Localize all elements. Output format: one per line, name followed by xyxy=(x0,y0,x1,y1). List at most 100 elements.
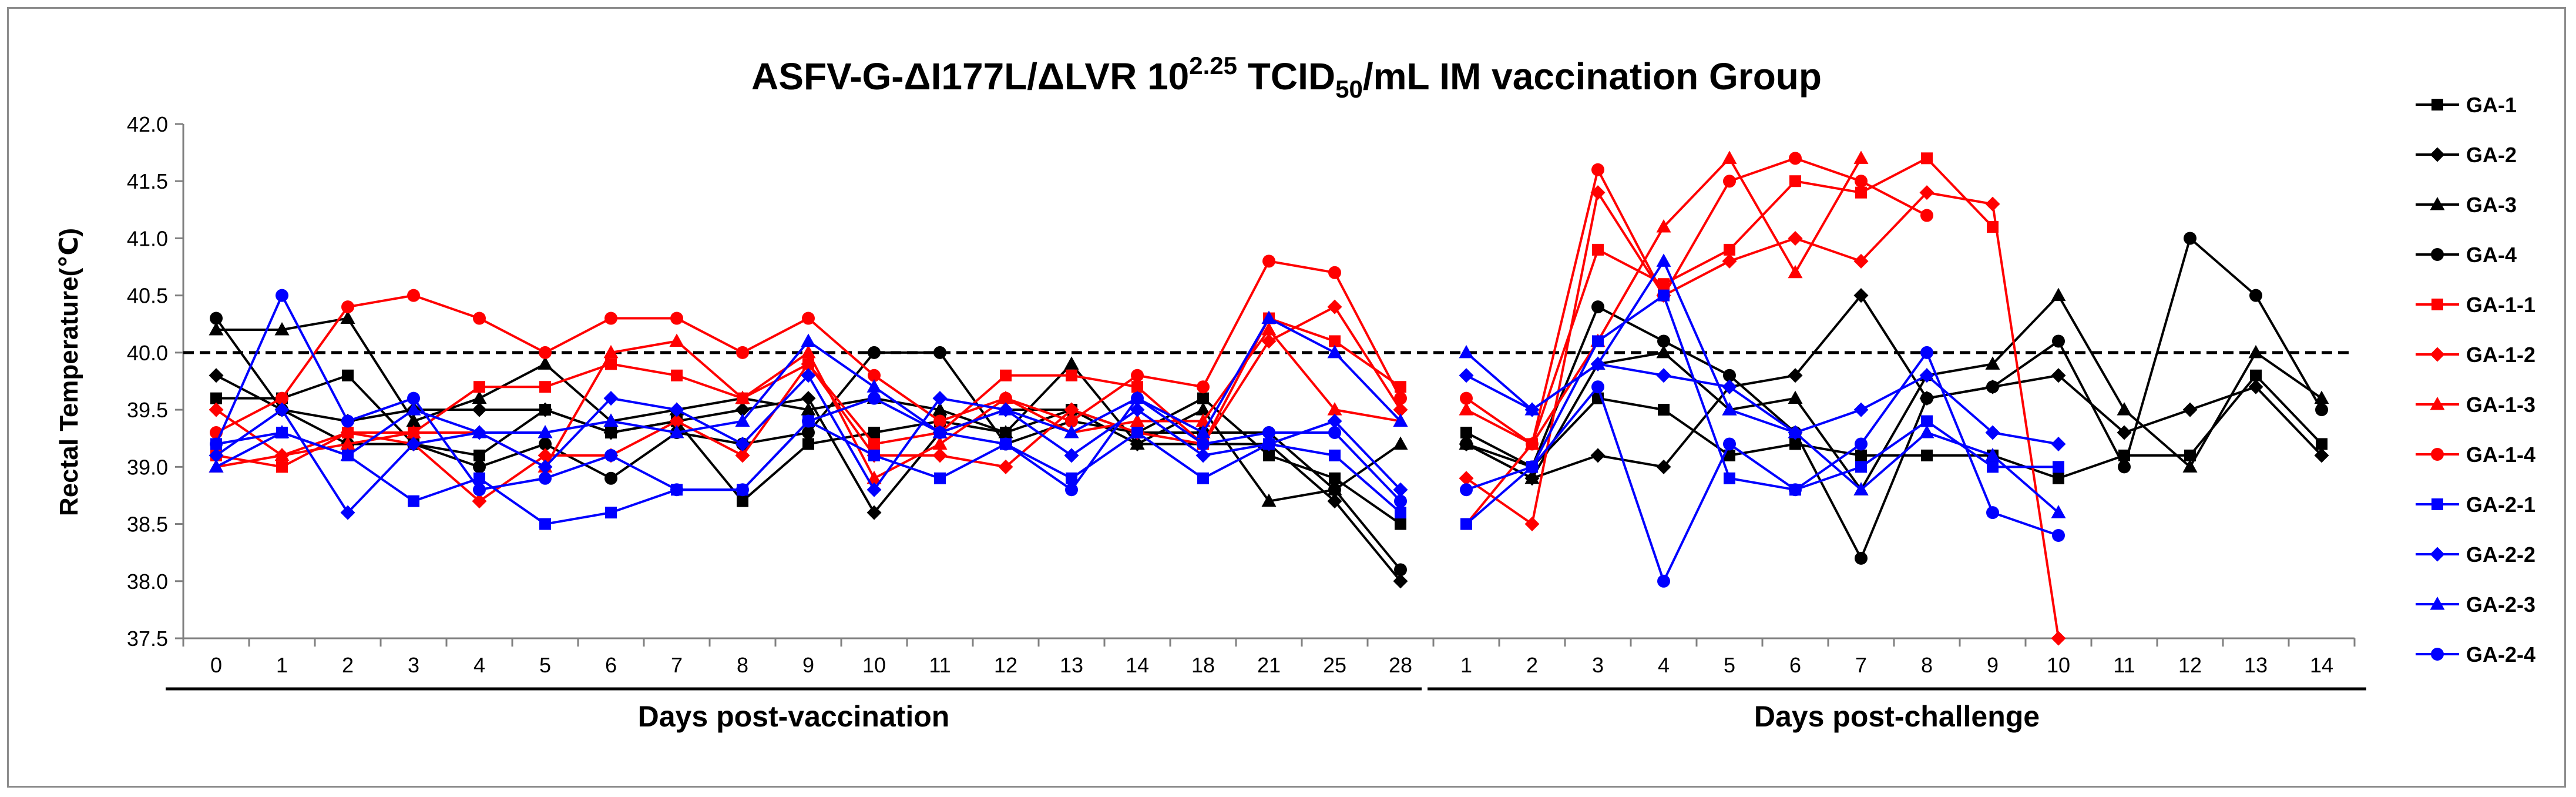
data-point xyxy=(1855,449,1867,461)
data-point xyxy=(1658,289,1670,302)
data-point xyxy=(1723,369,1736,382)
data-point xyxy=(735,448,750,463)
data-point xyxy=(1591,380,1604,394)
data-point xyxy=(209,459,224,473)
data-point xyxy=(1524,402,1540,416)
data-point xyxy=(1656,368,1671,383)
data-point xyxy=(473,460,486,474)
data-point xyxy=(603,425,619,440)
data-point xyxy=(736,483,749,497)
data-point xyxy=(1459,402,1474,416)
y-tick-label: 42.0 xyxy=(127,112,168,136)
data-point xyxy=(1722,150,1737,164)
data-point xyxy=(1985,425,2000,440)
data-point xyxy=(2316,438,2328,450)
x-tick-label: 1 xyxy=(1460,653,1472,677)
data-point xyxy=(1789,152,1802,165)
x-tick-label: 1 xyxy=(276,653,288,677)
chart-title-subscript: 50 xyxy=(1335,75,1363,103)
data-point xyxy=(1920,346,1933,359)
data-point xyxy=(866,470,882,484)
data-point xyxy=(407,289,420,302)
data-point xyxy=(1656,459,1671,474)
data-point xyxy=(274,322,290,336)
series-layer xyxy=(209,150,2329,646)
data-point xyxy=(2250,369,2262,381)
data-point xyxy=(1064,356,1079,370)
data-point xyxy=(1853,482,1869,495)
data-point xyxy=(1656,344,1671,359)
data-point xyxy=(802,426,815,439)
data-point xyxy=(1788,390,1803,404)
data-point xyxy=(1066,472,1077,484)
legend-item: GA-1 xyxy=(2416,93,2517,117)
data-point xyxy=(1986,506,1999,520)
x-tick-label: 21 xyxy=(1257,653,1281,677)
data-point xyxy=(406,436,421,451)
data-point xyxy=(274,447,290,461)
data-point xyxy=(2053,472,2064,484)
data-point xyxy=(1195,425,1211,438)
legend-label: GA-1-3 xyxy=(2466,393,2535,417)
data-point xyxy=(1789,438,1801,450)
x-tick-label: 10 xyxy=(862,653,886,677)
data-point xyxy=(1327,494,1342,509)
data-point xyxy=(604,312,617,325)
x-tick-label: 28 xyxy=(1389,653,1412,677)
data-point xyxy=(998,402,1013,416)
chart-title: ASFV-G-ΔI177L/ΔLVR 102.25 TCID50/mL IM v… xyxy=(751,52,1822,103)
data-point xyxy=(604,471,617,485)
data-point xyxy=(210,437,223,451)
data-point xyxy=(1393,402,1408,417)
data-point xyxy=(472,425,487,438)
legend-item: GA-1-1 xyxy=(2416,293,2535,317)
data-point xyxy=(1591,300,1604,314)
legend-label: GA-2-2 xyxy=(2466,543,2535,567)
series-ga-4 xyxy=(210,232,2328,577)
legend-marker xyxy=(2430,197,2445,210)
data-point xyxy=(2182,459,2198,473)
data-point xyxy=(998,459,1013,474)
data-point xyxy=(2052,334,2065,348)
data-point xyxy=(1065,483,1078,497)
data-point xyxy=(1328,483,1341,497)
data-point xyxy=(1329,449,1341,461)
data-point xyxy=(406,402,421,416)
data-point xyxy=(1788,264,1803,279)
data-point xyxy=(1920,209,1933,222)
x-tick-label: 2 xyxy=(342,653,354,677)
data-point xyxy=(1853,402,1869,417)
data-point xyxy=(1590,448,1606,463)
data-point xyxy=(209,402,224,417)
data-point xyxy=(1987,461,1999,473)
data-point xyxy=(340,436,355,450)
data-point xyxy=(1065,414,1078,428)
data-point xyxy=(1395,518,1406,530)
data-point xyxy=(671,369,683,381)
data-point xyxy=(999,391,1012,405)
data-point xyxy=(2182,402,2198,417)
y-tick-label: 40.5 xyxy=(127,284,168,308)
legend-marker xyxy=(2430,347,2445,362)
y-tick-label: 40.0 xyxy=(127,341,168,365)
x-tick-label: 8 xyxy=(737,653,748,677)
data-point xyxy=(2249,289,2262,302)
data-point xyxy=(605,358,617,370)
y-tick-label: 39.0 xyxy=(127,455,168,479)
data-point xyxy=(1261,322,1277,336)
plot-area: 37.5 38.0 38.5 39.0 39.5 40.0 40.5 41.0 41.5 42.0… xyxy=(127,112,2366,733)
data-point xyxy=(2314,390,2329,404)
data-point xyxy=(1261,493,1277,507)
data-point xyxy=(407,391,420,405)
data-point xyxy=(802,312,815,325)
x-tick-label: 9 xyxy=(1987,653,1999,677)
data-point xyxy=(1130,436,1145,450)
data-point xyxy=(340,425,355,440)
series-line xyxy=(1465,189,2060,639)
data-point xyxy=(1329,335,1341,347)
data-point xyxy=(1920,391,1933,405)
legend-label: GA-3 xyxy=(2466,193,2517,217)
data-point xyxy=(1131,381,1143,393)
data-point xyxy=(1064,402,1079,417)
data-point xyxy=(1262,254,1275,268)
